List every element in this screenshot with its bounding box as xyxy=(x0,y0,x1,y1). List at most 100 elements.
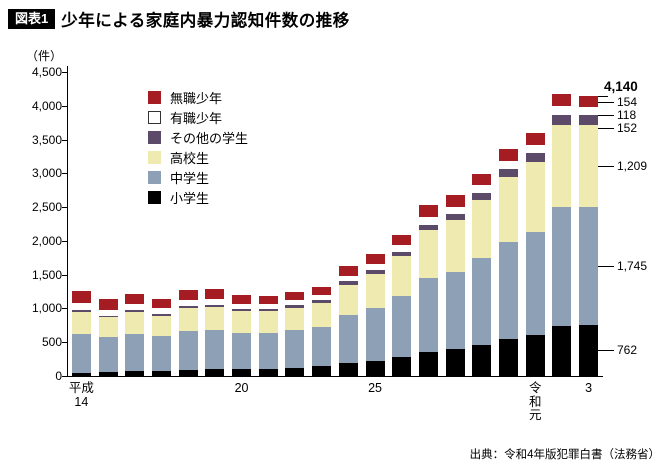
leader-line-total xyxy=(598,96,608,98)
bar-segment-high-school xyxy=(205,307,225,331)
x-tick-label: 25 xyxy=(368,381,382,395)
leader-line xyxy=(598,102,614,103)
bar-segment-elementary xyxy=(232,369,252,376)
bar-segment-elementary xyxy=(392,357,412,376)
bar-segment-junior-high xyxy=(418,278,438,353)
bar-segment-unemployed xyxy=(338,266,358,276)
legend-label: 高校生 xyxy=(170,150,210,166)
bar-segment-junior-high xyxy=(365,307,385,361)
bar-segment-other-students xyxy=(312,300,332,303)
bar-segment-other-students xyxy=(499,169,519,177)
bar-segment-high-school xyxy=(232,311,252,334)
bar-segment-unemployed xyxy=(392,234,412,246)
bar-segment-other-students xyxy=(285,305,305,308)
legend-item-junior-high: 中学生 xyxy=(148,167,248,187)
annotation-label: 154 xyxy=(617,95,638,109)
bar-segment-high-school xyxy=(365,273,385,308)
bar-segment-high-school xyxy=(579,124,599,207)
bar-segment-other-students xyxy=(445,214,465,221)
y-axis-line xyxy=(67,66,68,376)
bar-segment-employed xyxy=(98,309,118,316)
bar-segment-elementary xyxy=(365,360,385,376)
bar-segment-unemployed xyxy=(525,133,545,145)
bar-segment-unemployed xyxy=(125,293,145,305)
bar-segment-employed xyxy=(71,303,91,310)
bar-segment-unemployed xyxy=(552,93,572,106)
y-tick-label: 500 xyxy=(41,335,62,350)
bar-segment-junior-high xyxy=(285,330,305,368)
bar-segment-employed xyxy=(312,295,332,301)
bar-segment-employed xyxy=(125,304,145,311)
legend: 無職少年有職少年 その他の学生高校生中学生小学生 xyxy=(148,87,248,207)
legend-item-high-school: 高校生 xyxy=(148,147,248,167)
bar-segment-elementary xyxy=(472,344,492,376)
bar-segment-other-students xyxy=(151,313,171,316)
bar-segment-unemployed xyxy=(285,292,305,301)
legend-label: 有職少年 xyxy=(170,110,223,126)
bar-segment-high-school xyxy=(258,311,278,334)
bar-segment-other-students xyxy=(232,309,252,312)
bar-segment-employed xyxy=(365,263,385,270)
bar-segment-elementary xyxy=(552,325,572,376)
bar-segment-junior-high xyxy=(499,242,519,340)
annotation-label: 762 xyxy=(617,343,638,357)
y-tick-label: 3,000 xyxy=(31,166,62,181)
y-axis-unit-label: （件） xyxy=(25,49,62,63)
bar-segment-elementary xyxy=(205,369,225,376)
y-tick-mark xyxy=(62,173,68,175)
leader-line xyxy=(598,266,614,267)
x-tick-label: 20 xyxy=(234,381,249,395)
bar-segment-other-students xyxy=(258,309,278,312)
legend-label: 無職少年 xyxy=(170,90,223,106)
y-tick-label: 1,000 xyxy=(31,301,62,316)
y-tick-label: 2,000 xyxy=(31,233,62,248)
legend-color-chip xyxy=(148,90,161,104)
annotation-label: 1,745 xyxy=(617,259,648,273)
bar-segment-high-school xyxy=(312,302,332,328)
bar-segment-junior-high xyxy=(178,330,198,370)
legend-label: 小学生 xyxy=(170,190,210,206)
legend-color-chip xyxy=(148,110,161,124)
y-tick-label: 0 xyxy=(55,369,62,383)
bar-segment-elementary xyxy=(338,363,358,376)
legend-color-chip xyxy=(148,190,161,204)
bar-segment-high-school xyxy=(125,312,145,334)
legend-color-chip xyxy=(148,130,161,144)
bar-segment-junior-high xyxy=(71,333,91,373)
x-tick-label: 平成 14 xyxy=(68,381,94,409)
y-tick-label: 4,000 xyxy=(31,98,62,113)
leader-line xyxy=(598,115,614,116)
y-tick-mark xyxy=(62,376,68,377)
y-tick-mark xyxy=(62,308,68,310)
bar-segment-high-school xyxy=(472,200,492,258)
y-tick-mark xyxy=(62,240,68,242)
bar-segment-employed xyxy=(232,304,252,310)
y-tick-label: 1,500 xyxy=(31,267,62,282)
bar-segment-unemployed xyxy=(258,296,278,305)
legend-label: 中学生 xyxy=(170,170,210,186)
bar-segment-unemployed xyxy=(71,291,91,304)
bar-segment-high-school xyxy=(178,307,198,331)
bar-segment-junior-high xyxy=(472,257,492,345)
bar-segment-employed xyxy=(525,144,545,153)
legend-item-other-students: その他の学生 xyxy=(148,127,248,147)
bar-segment-high-school xyxy=(418,230,438,279)
y-tick-label: 3,500 xyxy=(31,132,62,147)
bar-segment-other-students xyxy=(125,310,145,313)
bar-segment-junior-high xyxy=(151,336,171,372)
bar-segment-employed xyxy=(445,206,465,215)
bar-segment-elementary xyxy=(98,372,118,376)
x-tick-label: 令和元 xyxy=(528,381,542,422)
bar-segment-elementary xyxy=(71,372,91,376)
bar-segment-junior-high xyxy=(98,337,118,373)
bar-segment-employed xyxy=(579,106,599,115)
bar-segment-junior-high xyxy=(552,206,572,326)
x-axis-line xyxy=(67,376,603,377)
y-tick-mark xyxy=(62,207,68,209)
bar-segment-unemployed xyxy=(365,253,385,264)
bar-segment-unemployed xyxy=(178,289,198,300)
bar-segment-employed xyxy=(418,216,438,225)
bar-segment-elementary xyxy=(178,369,198,376)
bar-segment-junior-high xyxy=(579,206,599,325)
